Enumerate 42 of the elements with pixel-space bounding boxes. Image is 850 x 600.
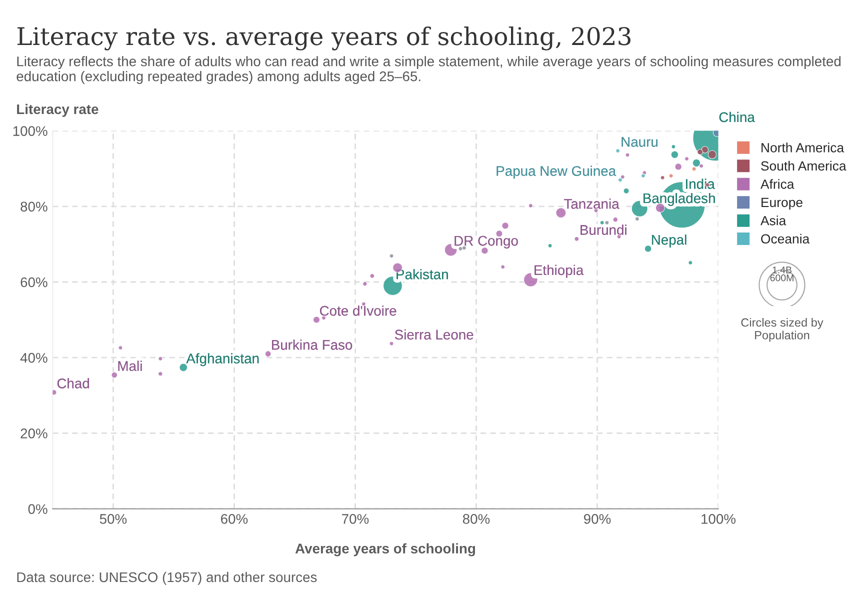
annotation: Cote d'Ivoire bbox=[320, 306, 396, 316]
annotation: Burundi bbox=[580, 224, 626, 235]
annotation: Ethiopia bbox=[534, 264, 584, 278]
y-tick-label: 80% bbox=[20, 202, 48, 212]
annotation: Afghanistan bbox=[186, 353, 259, 366]
x-tick-label: 80% bbox=[462, 514, 490, 524]
y-tick-label: 100% bbox=[13, 126, 48, 136]
legend-label: Europe bbox=[762, 198, 802, 210]
x-tick-label: 100% bbox=[702, 514, 736, 524]
chart-subtitle: Literacy reflects the share of adults who can read and write a simple statement, while average years of schooling measures completed education (excluding repeated grades) among adults aged 25–65. bbox=[16, 56, 841, 84]
x-tick-label: 50% bbox=[100, 514, 127, 524]
legend-label: North America bbox=[762, 142, 844, 152]
legend-label: 600M bbox=[770, 274, 794, 282]
legend-label: Asia bbox=[760, 216, 786, 226]
legend-label: Oceania bbox=[761, 234, 810, 244]
legend-label: South America bbox=[761, 160, 846, 171]
annotation: Nauru bbox=[622, 137, 658, 147]
annotation: Nepal bbox=[652, 234, 686, 248]
annotation: Tanzania bbox=[564, 198, 620, 209]
annotation: India bbox=[686, 178, 715, 189]
chart-title: Literacy rate vs. average years of schooling, 2023 bbox=[17, 26, 630, 50]
legend-label: Africa bbox=[760, 179, 794, 189]
annotation: Mali bbox=[118, 360, 142, 371]
annotation: DR Congo bbox=[454, 236, 518, 248]
annotation: Papua New Guinea bbox=[496, 166, 616, 179]
x-tick-label: 70% bbox=[342, 514, 369, 524]
annotation: Sierra Leone bbox=[394, 329, 474, 340]
y-axis-title: Literacy rate bbox=[17, 104, 98, 117]
y-tick-label: 20% bbox=[20, 428, 48, 438]
annotation: Burkina Faso bbox=[272, 340, 352, 350]
y-tick-label: 40% bbox=[20, 352, 48, 363]
legend-label: 1.4B bbox=[772, 266, 792, 274]
x-tick-label: 60% bbox=[221, 514, 248, 524]
annotation: Chad bbox=[57, 378, 89, 388]
x-axis-title: Average years of schooling bbox=[295, 543, 475, 556]
y-tick-label: 0% bbox=[28, 504, 48, 514]
annotation: China bbox=[719, 112, 755, 122]
y-tick-label: 60% bbox=[20, 277, 48, 288]
legend-title: Circles sized by Population bbox=[741, 318, 824, 342]
annotation: Pakistan bbox=[396, 269, 448, 280]
x-tick-label: 90% bbox=[584, 514, 611, 524]
source-note: Data source: UNESCO (1957) and other sources bbox=[17, 572, 317, 585]
